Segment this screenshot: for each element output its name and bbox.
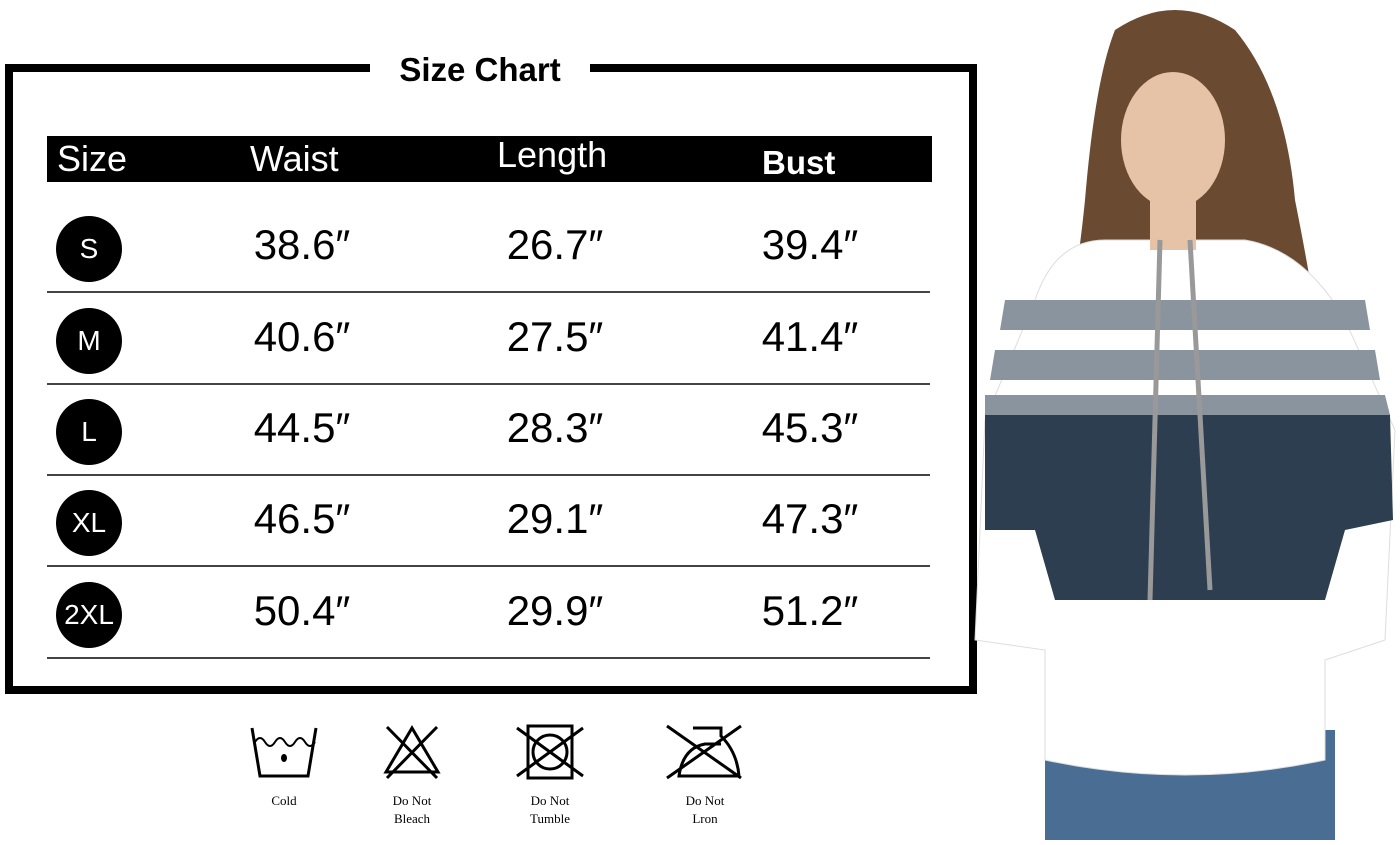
bust-value: 41.4″ xyxy=(761,313,859,360)
waist-value: 38.6″ xyxy=(253,221,351,268)
do-not-bleach-icon xyxy=(383,725,441,780)
care-no-iron: Do Not Lron xyxy=(650,722,760,828)
bust-value: 39.4″ xyxy=(761,221,859,268)
table-header: Size Waist Length Bust xyxy=(47,134,932,182)
size-badge: S xyxy=(56,216,122,282)
care-label: Lron xyxy=(692,811,718,826)
size-badge: L xyxy=(56,399,122,465)
care-label: Cold xyxy=(271,793,297,808)
wash-cold-icon xyxy=(250,727,318,778)
chart-title: Size Chart xyxy=(370,48,590,92)
care-no-tumble: Do Not Tumble xyxy=(495,722,605,828)
waist-value: 46.5″ xyxy=(253,495,351,542)
length-value: 29.1″ xyxy=(506,495,604,542)
care-label: Do Not xyxy=(530,793,570,808)
do-not-iron-icon xyxy=(666,724,742,780)
header-size: Size xyxy=(57,138,128,179)
length-value: 26.7″ xyxy=(506,221,604,268)
table-row: 2XL 50.4″ 29.9″ 51.2″ xyxy=(47,565,930,659)
care-label: Do Not xyxy=(392,793,432,808)
length-value: 28.3″ xyxy=(506,404,604,451)
length-value: 27.5″ xyxy=(506,313,604,360)
care-label: Tumble xyxy=(530,811,570,826)
waist-value: 40.6″ xyxy=(253,313,351,360)
waist-value: 50.4″ xyxy=(253,587,351,634)
header-length: Length xyxy=(497,134,608,175)
header-waist: Waist xyxy=(250,138,339,179)
size-badge: XL xyxy=(56,490,122,556)
care-label: Bleach xyxy=(393,811,431,826)
table-row: S 38.6″ 26.7″ 39.4″ xyxy=(47,199,930,293)
table-row: M 40.6″ 27.5″ 41.4″ xyxy=(47,291,930,385)
care-no-bleach: Do Not Bleach xyxy=(357,722,467,828)
care-label: Do Not xyxy=(685,793,725,808)
size-badge: 2XL xyxy=(56,582,122,648)
bust-value: 51.2″ xyxy=(761,587,859,634)
care-cold: Cold xyxy=(229,722,339,810)
table-row: XL 46.5″ 29.1″ 47.3″ xyxy=(47,473,930,567)
bust-value: 47.3″ xyxy=(761,495,859,542)
table-row: L 44.5″ 28.3″ 45.3″ xyxy=(47,382,930,476)
size-badge: M xyxy=(56,308,122,374)
bust-value: 45.3″ xyxy=(761,404,859,451)
model-photo xyxy=(965,0,1400,845)
header-bust: Bust xyxy=(762,144,836,181)
length-value: 29.9″ xyxy=(506,587,604,634)
do-not-tumble-dry-icon xyxy=(516,724,584,780)
waist-value: 44.5″ xyxy=(253,404,351,451)
